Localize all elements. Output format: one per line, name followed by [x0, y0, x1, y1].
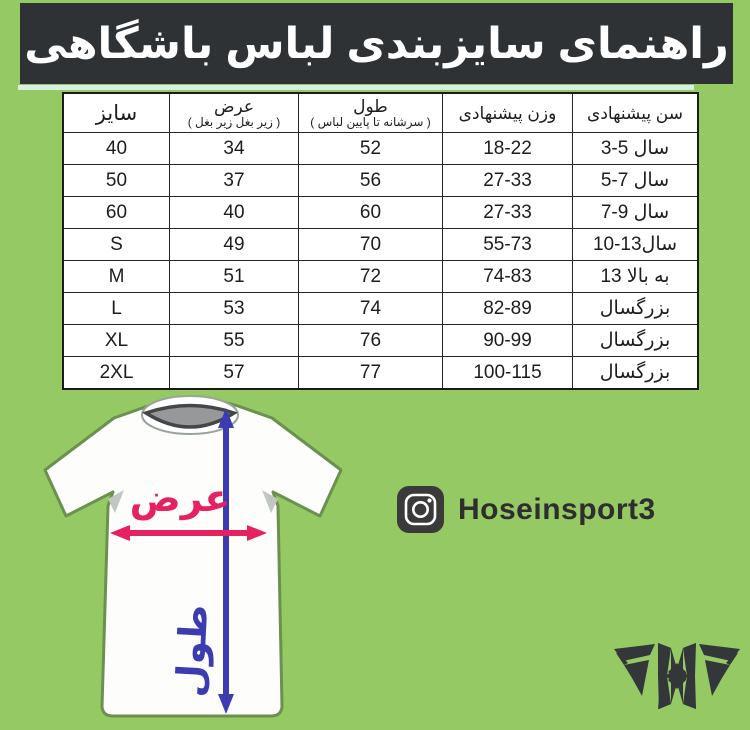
size-table: سایز عرض( زیر بغل زیر بغل ) طول( سرشانه تا…	[62, 92, 699, 390]
instagram-handle: Hoseinsport3	[458, 492, 656, 526]
table-cell: 72	[298, 260, 443, 293]
instagram-icon	[397, 486, 444, 533]
table-cell: L	[62, 292, 170, 325]
table-cell: XL	[62, 324, 170, 357]
table-cell: 60	[298, 196, 443, 229]
instagram-row: Hoseinsport3	[397, 486, 656, 533]
table-cell: 90-99	[442, 324, 573, 357]
table-cell: 50	[62, 164, 170, 197]
table-cell: 37	[169, 164, 299, 197]
table-cell: 82-89	[442, 292, 573, 325]
table-cell: 55	[169, 324, 299, 357]
table-cell: 13 به بالا	[572, 260, 699, 293]
table-row: M 51 72 74-83 13 به بالا	[62, 260, 699, 293]
table-cell: 7-9 سال	[572, 196, 699, 229]
table-cell: M	[62, 260, 170, 293]
table-cell: 55-73	[442, 228, 573, 261]
table-row: 2XL 57 77 100-115 بزرگسال	[62, 356, 699, 390]
table-cell: 74	[298, 292, 443, 325]
table-row: S 49 70 55-73 10-13سال	[62, 228, 699, 261]
width-arrow	[110, 525, 267, 541]
column-header: عرض( زیر بغل زیر بغل )	[169, 92, 299, 133]
table-cell: 76	[298, 324, 443, 357]
header-bar: راهنمای سایزبندی لباس باشگاهی	[20, 3, 733, 84]
tshirt-diagram: عرض طول	[38, 393, 343, 728]
tshirt-graphic	[43, 395, 343, 718]
table-cell: بزرگسال	[572, 356, 699, 390]
column-header: سن پیشنهادی	[572, 92, 699, 133]
column-header: سایز	[62, 92, 170, 133]
table-row: 50 37 56 27-33 5-7 سال	[62, 164, 699, 197]
table-cell: 53	[169, 292, 299, 325]
table-cell: 3-5 سال	[572, 132, 699, 165]
width-label: عرض	[130, 476, 231, 520]
table-cell: 57	[169, 356, 299, 390]
collar-band	[141, 403, 239, 429]
table-cell: 56	[298, 164, 443, 197]
table-cell: S	[62, 228, 170, 261]
table-cell: 77	[298, 356, 443, 390]
table-row: 60 40 60 27-33 7-9 سال	[62, 196, 699, 229]
header-accent-strip	[18, 85, 694, 90]
length-label: طول	[168, 603, 217, 698]
table-header-row: سایز عرض( زیر بغل زیر بغل ) طول( سرشانه تا…	[62, 92, 699, 133]
table-cell: بزرگسال	[572, 292, 699, 325]
table-row: 40 34 52 18-22 3-5 سال	[62, 132, 699, 165]
table-cell: 40	[169, 196, 299, 229]
table-cell: 34	[169, 132, 299, 165]
table-cell: 74-83	[442, 260, 573, 293]
page-title: راهنمای سایزبندی لباس باشگاهی	[24, 19, 729, 68]
table-cell: 10-13سال	[572, 228, 699, 261]
length-arrow	[218, 408, 234, 714]
table-cell: 70	[298, 228, 443, 261]
table-cell: 40	[62, 132, 170, 165]
column-header: طول( سرشانه تا پایین لباس )	[298, 92, 443, 133]
table-cell: 2XL	[62, 356, 170, 390]
column-header: وزن پیشنهادی	[442, 92, 573, 133]
table-cell: 51	[169, 260, 299, 293]
brand-h-logo-icon	[614, 643, 740, 709]
table-cell: 18-22	[442, 132, 573, 165]
table-cell: 52	[298, 132, 443, 165]
table-row: L 53 74 82-89 بزرگسال	[62, 292, 699, 325]
table-cell: 5-7 سال	[572, 164, 699, 197]
table-cell: 27-33	[442, 196, 573, 229]
table-cell: 100-115	[442, 356, 573, 390]
table-cell: بزرگسال	[572, 324, 699, 357]
table-cell: 49	[169, 228, 299, 261]
table-cell: 27-33	[442, 164, 573, 197]
table-row: XL 55 76 90-99 بزرگسال	[62, 324, 699, 357]
table-cell: 60	[62, 196, 170, 229]
